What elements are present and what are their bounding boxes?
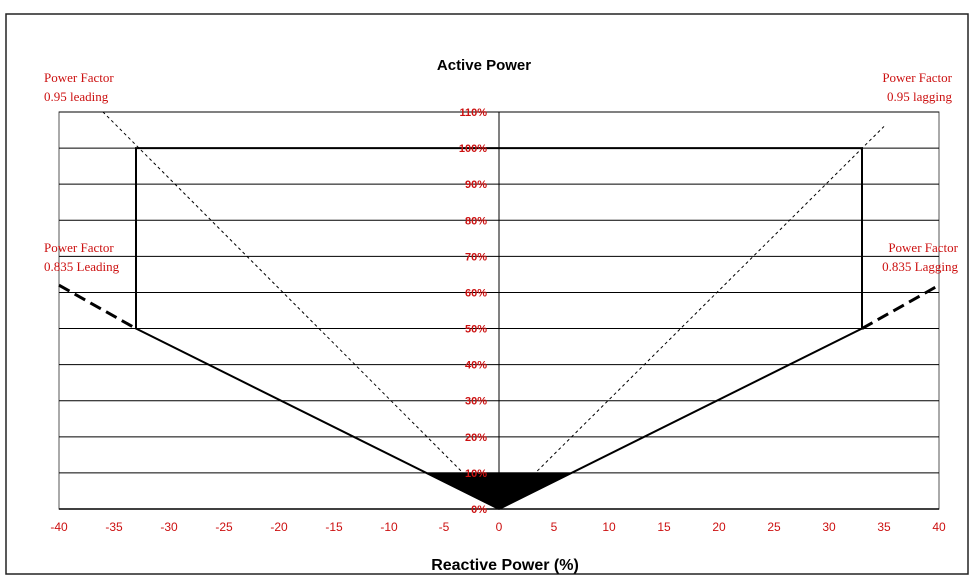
series-solid-boundary: [135, 147, 863, 510]
y-tick-label: 40%: [465, 360, 487, 372]
y-tick-label: 10%: [465, 468, 487, 480]
y-tick-label: 110%: [459, 107, 487, 119]
annotation-layer: Power Factor 0.95 leading Power Factor 0.95…: [44, 70, 959, 274]
x-tick-label: -5: [439, 520, 450, 534]
y-tick-label: 0%: [471, 504, 487, 516]
x-tick-label: 35: [877, 520, 891, 534]
y-tick-label: 50%: [465, 324, 487, 336]
x-tick-label: -20: [270, 520, 288, 534]
annotation-top-right: Power Factor 0.95 lagging: [882, 70, 952, 104]
annotation-line2: 0.835 Leading: [44, 259, 120, 274]
chart-title: Active Power: [437, 57, 531, 74]
annotation-line1: Power Factor: [888, 240, 958, 255]
annotation-line1: Power Factor: [882, 70, 952, 85]
series-dashed-thick: [861, 283, 940, 330]
x-tick-label: 0: [496, 520, 503, 534]
series-dotted: [498, 126, 885, 510]
annotation-line2: 0.95 leading: [44, 89, 109, 104]
x-tick-label: -35: [105, 520, 123, 534]
annotation-line2: 0.95 lagging: [887, 89, 952, 104]
x-tick-label: 5: [551, 520, 558, 534]
annotation-middle-right: Power Factor 0.835 Lagging: [882, 240, 958, 274]
x-tick-label: 40: [932, 520, 946, 534]
series-dashed-thick: [58, 283, 137, 330]
annotation-line2: 0.835 Lagging: [882, 259, 958, 274]
annotation-line1: Power Factor: [44, 70, 114, 85]
x-tick-label: -25: [215, 520, 233, 534]
y-tick-label: 30%: [465, 396, 487, 408]
y-tick-label: 80%: [465, 215, 487, 227]
y-tick-label: 70%: [465, 251, 487, 263]
x-tick-labels: -40 -35 -30 -25 -20 -15 -10 -5 0 5 10 15 20 25 30 35 40: [50, 520, 946, 534]
y-tick-label: 60%: [465, 287, 487, 299]
y-tick-label: 20%: [465, 432, 487, 444]
annotation-middle-left: Power Factor 0.835 Leading: [44, 240, 120, 274]
y-tick-label: 100%: [459, 143, 487, 155]
annotation-line1: Power Factor: [44, 240, 114, 255]
x-tick-label: 20: [712, 520, 726, 534]
x-tick-label: -30: [160, 520, 178, 534]
x-tick-label: -15: [325, 520, 343, 534]
y-tick-label: 90%: [465, 179, 487, 191]
x-tick-label: 30: [822, 520, 836, 534]
x-axis-label: Reactive Power (%): [431, 557, 579, 574]
x-tick-label: 25: [767, 520, 781, 534]
x-tick-label: 15: [657, 520, 671, 534]
series-filled-region: [427, 472, 571, 510]
series-layer: [58, 111, 940, 510]
annotation-top-left: Power Factor 0.95 leading: [44, 70, 114, 104]
x-tick-label: -10: [380, 520, 398, 534]
x-tick-label: 10: [602, 520, 616, 534]
x-tick-label: -40: [50, 520, 68, 534]
y-tick-labels: 0% 10% 20% 30% 40% 50% 60% 70% 80% 90% 100% 110%: [459, 107, 487, 516]
